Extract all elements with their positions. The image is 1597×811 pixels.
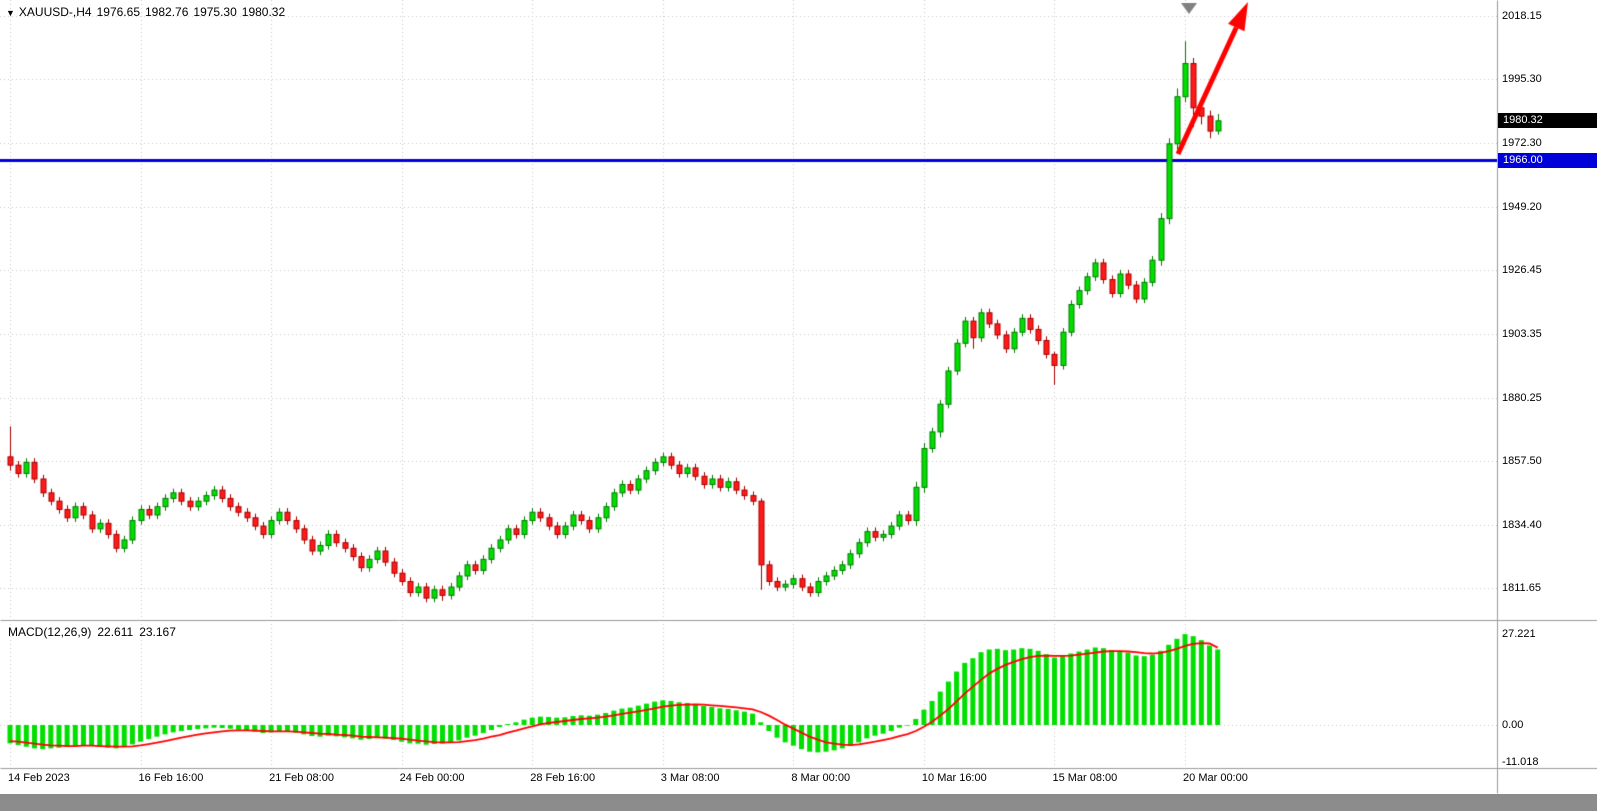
hline-price-badge: 1966.00 — [1498, 152, 1597, 168]
time-axis-label: 16 Feb 16:00 — [138, 772, 204, 784]
price-axis-label: 1995.30 — [1502, 73, 1542, 86]
horizontal-scrollbar[interactable] — [0, 794, 1597, 811]
time-axis-label: 14 Feb 2023 — [8, 772, 70, 784]
macd-axis-label: -11.018 — [1502, 755, 1539, 768]
price-axis-label: 1834.40 — [1502, 518, 1542, 531]
time-axis-label: 28 Feb 16:00 — [530, 772, 596, 784]
price-axis-label: 1857.50 — [1502, 455, 1542, 467]
time-axis-label: 21 Feb 08:00 — [269, 772, 334, 784]
macd-name-label: MACD(12,26,9) — [8, 625, 92, 639]
ohlc-high-value: 1982.76 — [145, 5, 189, 19]
macd-axis-label: 27.221 — [1502, 628, 1536, 641]
time-axis-label: 15 Mar 08:00 — [1052, 772, 1118, 784]
macd-axis-label: 0.00 — [1502, 719, 1524, 731]
current-price-badge: 1980.32 — [1498, 113, 1597, 129]
macd-indicator-label: MACD(12,26,9) 22.611 23.167 — [8, 625, 182, 639]
price-axis-label: 1972.30 — [1502, 137, 1542, 149]
symbol-dropdown-icon[interactable]: ▼ — [6, 8, 15, 18]
price-axis-label: 2018.15 — [1502, 10, 1542, 22]
price-axis-label: 1880.25 — [1502, 391, 1542, 404]
time-axis-label: 20 Mar 00:00 — [1183, 772, 1248, 784]
time-axis-label: 24 Feb 00:00 — [399, 772, 465, 784]
macd-main-value: 22.611 — [97, 625, 134, 639]
price-axis-label: 1949.20 — [1502, 200, 1542, 213]
macd-signal-value: 23.167 — [139, 625, 176, 639]
time-axis-label: 8 Mar 00:00 — [791, 772, 851, 784]
ohlc-low-value: 1975.30 — [193, 5, 237, 19]
price-axis-label: 1811.65 — [1502, 582, 1541, 594]
time-axis-label: 3 Mar 08:00 — [660, 772, 720, 784]
chart-info-bar: ▼ XAUUSD-,H4 1976.65 1982.76 1975.30 1980.32 — [6, 5, 290, 19]
ohlc-close-value: 1980.32 — [241, 5, 286, 19]
symbol-period-label: XAUUSD-,H4 — [18, 5, 92, 19]
price-axis-label: 1926.45 — [1502, 264, 1542, 276]
price-axis-label: 1903.35 — [1502, 327, 1542, 340]
ohlc-open-value: 1976.65 — [96, 5, 140, 19]
time-axis-label: 10 Mar 16:00 — [921, 772, 987, 784]
